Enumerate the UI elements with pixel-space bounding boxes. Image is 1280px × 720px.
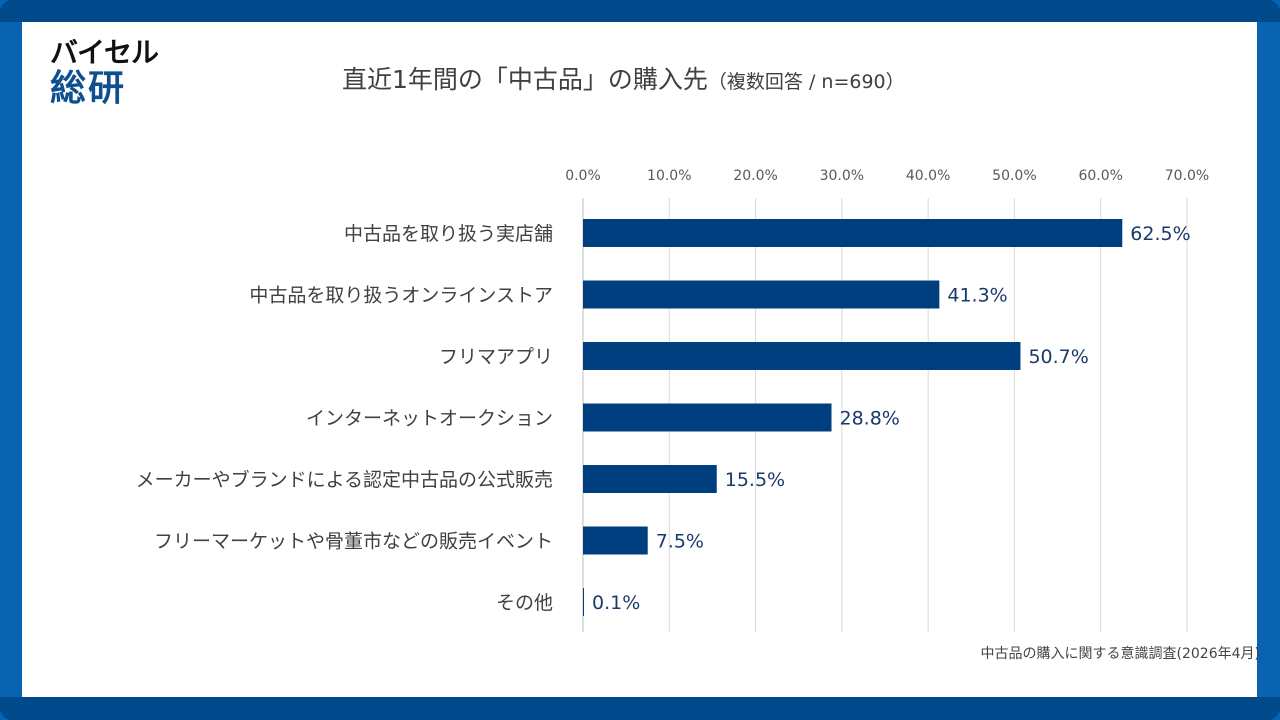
x-tick-label: 0.0% bbox=[565, 168, 601, 184]
brand-logo: バイセル 総研 bbox=[50, 36, 159, 110]
category-label: インターネットオークション bbox=[306, 408, 553, 430]
chart-title: 直近1年間の「中古品」の購入先（複数回答 / n=690） bbox=[342, 60, 905, 96]
bars bbox=[583, 219, 1123, 616]
frame-top-border bbox=[0, 0, 1280, 22]
x-tick-label: 60.0% bbox=[1078, 168, 1122, 184]
bar bbox=[583, 526, 648, 555]
category-label: フリマアプリ bbox=[439, 346, 553, 368]
category-label: その他 bbox=[496, 592, 553, 614]
frame-bottom-border bbox=[0, 697, 1280, 720]
value-label: 41.3% bbox=[947, 285, 1007, 307]
category-labels: 中古品を取り扱う実店舗中古品を取り扱うオンラインストアフリマアプリインターネット… bbox=[136, 223, 553, 614]
bar bbox=[583, 219, 1123, 247]
category-label: フリーマーケットや骨董市などの販売イベント bbox=[154, 531, 553, 553]
bar bbox=[583, 280, 940, 309]
x-tick-label: 40.0% bbox=[906, 168, 950, 184]
value-label: 28.8% bbox=[840, 408, 900, 430]
value-label: 15.5% bbox=[725, 469, 785, 491]
x-tick-label: 30.0% bbox=[820, 168, 864, 184]
logo-text-top: バイセル bbox=[50, 36, 159, 69]
bar bbox=[583, 342, 1021, 370]
source-footnote: 中古品の購入に関する意識調査(2026年4月) bbox=[980, 646, 1260, 662]
x-tick-label: 20.0% bbox=[733, 168, 777, 184]
bar bbox=[583, 403, 832, 432]
chart-title-main: 直近1年間の「中古品」の購入先 bbox=[342, 65, 708, 94]
bar bbox=[583, 465, 717, 493]
bar bbox=[583, 588, 584, 616]
value-labels: 62.5% 41.3% 50.7% 28.8% 15.5% 7.5% 0.1% bbox=[592, 223, 1191, 614]
x-tick-label: 70.0% bbox=[1165, 168, 1209, 184]
category-label: 中古品を取り扱うオンラインストア bbox=[249, 285, 553, 307]
value-label: 62.5% bbox=[1130, 223, 1190, 245]
category-label: メーカーやブランドによる認定中古品の公式販売 bbox=[136, 468, 553, 491]
x-tick-label: 10.0% bbox=[647, 168, 691, 184]
chart-title-sub: （複数回答 / n=690） bbox=[707, 71, 905, 93]
logo-text-bottom: 総研 bbox=[50, 68, 127, 109]
value-label: 7.5% bbox=[656, 531, 704, 553]
value-label: 0.1% bbox=[592, 592, 640, 614]
x-axis-ticks: 0.0% 10.0% 20.0% 30.0% 40.0% 50.0% 60.0% 70.0% bbox=[565, 168, 1209, 184]
x-tick-label: 50.0% bbox=[992, 168, 1036, 184]
category-label: 中古品を取り扱う実店舗 bbox=[344, 223, 553, 245]
value-label: 50.7% bbox=[1028, 346, 1088, 368]
